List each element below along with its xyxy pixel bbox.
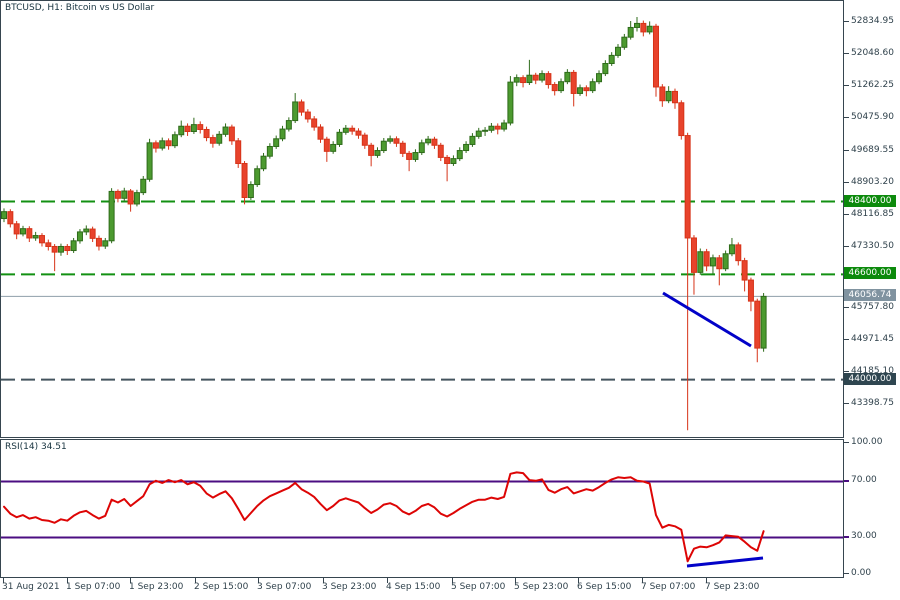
price-tick [844, 149, 849, 151]
time-tick-label: 3 Sep 07:00 [257, 582, 312, 592]
time-tick [258, 578, 259, 583]
trendline-rsi[interactable] [686, 556, 764, 568]
rsi-line [3, 471, 765, 563]
rsi-axis[interactable]: 100.00 70.00 30.00 0.00 [844, 436, 900, 578]
rsi-tick [844, 572, 849, 574]
time-tick [67, 578, 68, 583]
price-tick [844, 20, 849, 22]
time-tick-label: 2 Sep 15:00 [194, 582, 249, 592]
time-tick-label: 7 Sep 07:00 [641, 582, 696, 592]
price-badge-resistance: 48400.00 [844, 194, 896, 207]
time-tick-label: 4 Sep 15:00 [386, 582, 441, 592]
candles [1, 16, 767, 431]
chart-title: BTCUSD, H1: Bitcoin vs US Dollar [5, 3, 155, 13]
time-tick [130, 578, 131, 583]
trendline-main[interactable] [662, 291, 752, 348]
time-tick [515, 578, 516, 583]
time-tick-label: 31 Aug 2021 [2, 582, 60, 592]
price-tick-label: 48903.20 [851, 176, 894, 187]
price-tick-label: 44185.10 [851, 365, 894, 376]
price-tick [844, 306, 849, 308]
price-tick [844, 402, 849, 404]
rsi-tick-label: 70.00 [851, 474, 877, 485]
time-tick [642, 578, 643, 583]
time-tick-label: 5 Sep 23:00 [514, 582, 569, 592]
rsi-tick-label: 0.00 [851, 567, 872, 578]
price-tick-label: 52834.95 [851, 15, 894, 26]
rsi-indicator-panel[interactable]: RSI(14) 34.51 [0, 439, 844, 578]
price-tick [844, 181, 849, 183]
price-tick [844, 213, 849, 215]
price-tick-label: 47330.50 [851, 240, 894, 251]
time-tick [578, 578, 579, 583]
price-tick [844, 84, 849, 86]
rsi-chart [1, 471, 843, 568]
rsi-tick [844, 535, 849, 538]
price-tick [844, 116, 849, 118]
price-tick-label: 50475.90 [851, 111, 894, 122]
rsi-tick-label: 100.00 [851, 436, 883, 447]
price-tick [844, 245, 849, 247]
time-tick [706, 578, 707, 583]
price-tick-label: 48116.85 [851, 208, 894, 219]
rsi-tick-label: 30.00 [851, 530, 877, 541]
rsi-tick [844, 479, 849, 482]
price-tick-label: 49689.55 [851, 144, 894, 155]
candlestick-chart [1, 16, 843, 431]
price-tick [844, 52, 849, 54]
time-tick [452, 578, 453, 583]
time-tick [3, 578, 4, 583]
price-tick-label: 45757.80 [851, 301, 894, 312]
price-tick [844, 338, 849, 340]
price-chart-panel[interactable]: BTCUSD, H1: Bitcoin vs US Dollar [0, 0, 844, 438]
rsi-tick [844, 441, 849, 443]
price-tick-label: 44971.45 [851, 333, 894, 344]
time-tick [323, 578, 324, 583]
time-tick-label: 7 Sep 23:00 [705, 582, 760, 592]
price-badge-current-price: 46056.74 [844, 289, 896, 302]
time-axis[interactable]: 31 Aug 2021 1 Sep 07:00 1 Sep 23:00 2 Sep 1… [0, 578, 900, 600]
time-tick [195, 578, 196, 583]
time-tick-label: 1 Sep 07:00 [66, 582, 121, 592]
time-tick [387, 578, 388, 583]
time-tick-label: 6 Sep 15:00 [577, 582, 632, 592]
price-badge-support: 46600.00 [844, 267, 896, 280]
time-tick-label: 5 Sep 07:00 [451, 582, 506, 592]
price-axis[interactable]: 52834.95 52048.60 51262.25 50475.90 49689.55… [844, 0, 900, 438]
price-tick [844, 370, 849, 372]
rsi-label: RSI(14) 34.51 [5, 442, 67, 452]
time-tick-label: 3 Sep 23:00 [322, 582, 377, 592]
price-tick-label: 51262.25 [851, 79, 894, 90]
price-tick-label: 52048.60 [851, 47, 894, 58]
price-badge-lower-level: 44000.00 [844, 372, 896, 385]
price-tick-label: 43398.75 [851, 397, 894, 408]
time-tick-label: 1 Sep 23:00 [129, 582, 184, 592]
